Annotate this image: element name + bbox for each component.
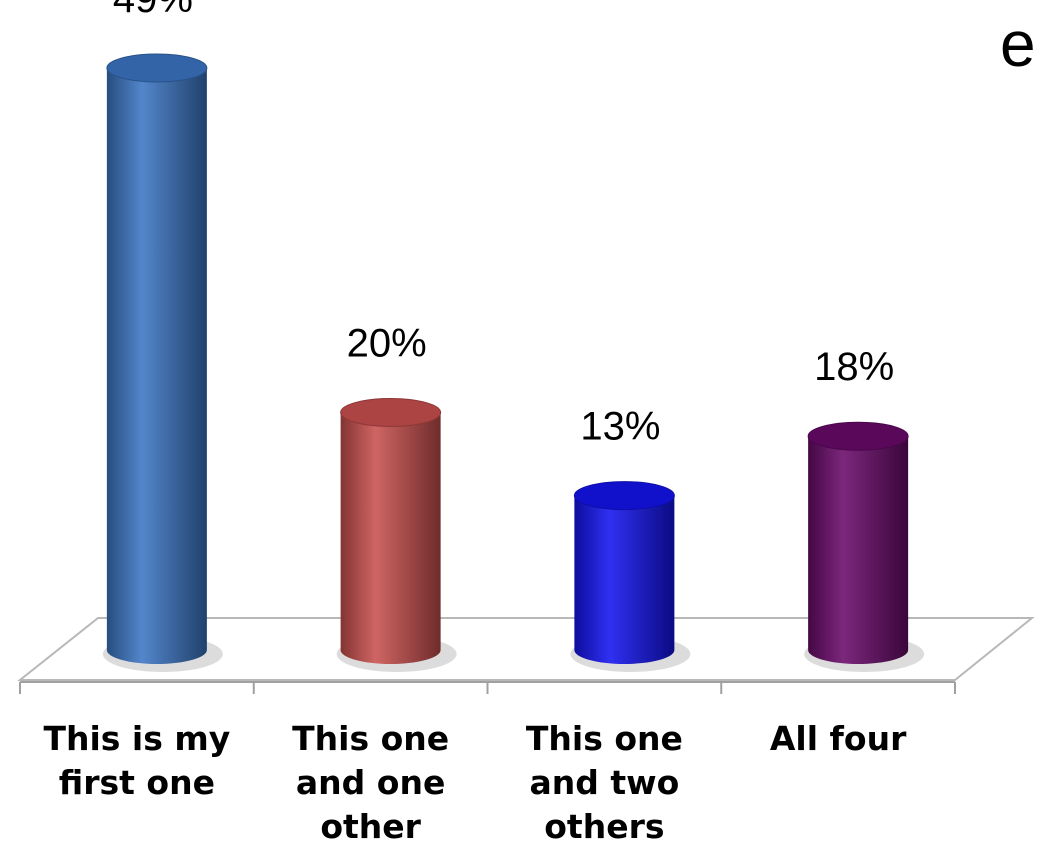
category-label-line: first one <box>59 763 215 802</box>
x-axis-ticks <box>20 682 955 694</box>
value-label: 49% <box>113 0 193 21</box>
value-labels: 49% 20% 13% 18% <box>113 0 894 449</box>
bar-top <box>107 54 207 82</box>
category-label-line: This is my <box>43 719 230 758</box>
bar-top <box>574 482 674 510</box>
category-label-line: and one <box>296 763 445 802</box>
bar <box>337 398 457 672</box>
value-label: 18% <box>814 345 894 389</box>
bar-top <box>341 398 441 426</box>
category-label-line: This one <box>526 719 683 758</box>
bar-body <box>341 412 441 664</box>
category-label-line: This one <box>292 719 449 758</box>
bar-top <box>808 422 908 450</box>
category-label: This one and one other <box>292 719 449 846</box>
bar-body <box>808 436 908 664</box>
bar-body <box>574 496 674 664</box>
bar <box>570 482 690 672</box>
category-label-line: and two <box>529 763 679 802</box>
category-label-line: other <box>320 807 421 846</box>
bar <box>103 54 223 672</box>
value-label: 13% <box>580 405 660 449</box>
title-fragment: e <box>1000 8 1036 80</box>
category-label-line: All four <box>770 719 907 758</box>
bar <box>804 422 924 672</box>
category-label: This is my first one <box>43 719 230 802</box>
category-label-line: others <box>544 807 664 846</box>
bar-series <box>103 54 924 672</box>
value-label: 20% <box>347 321 427 365</box>
category-label: This one and two others <box>526 719 683 846</box>
category-label: All four <box>770 719 907 758</box>
bar-body <box>107 68 207 664</box>
